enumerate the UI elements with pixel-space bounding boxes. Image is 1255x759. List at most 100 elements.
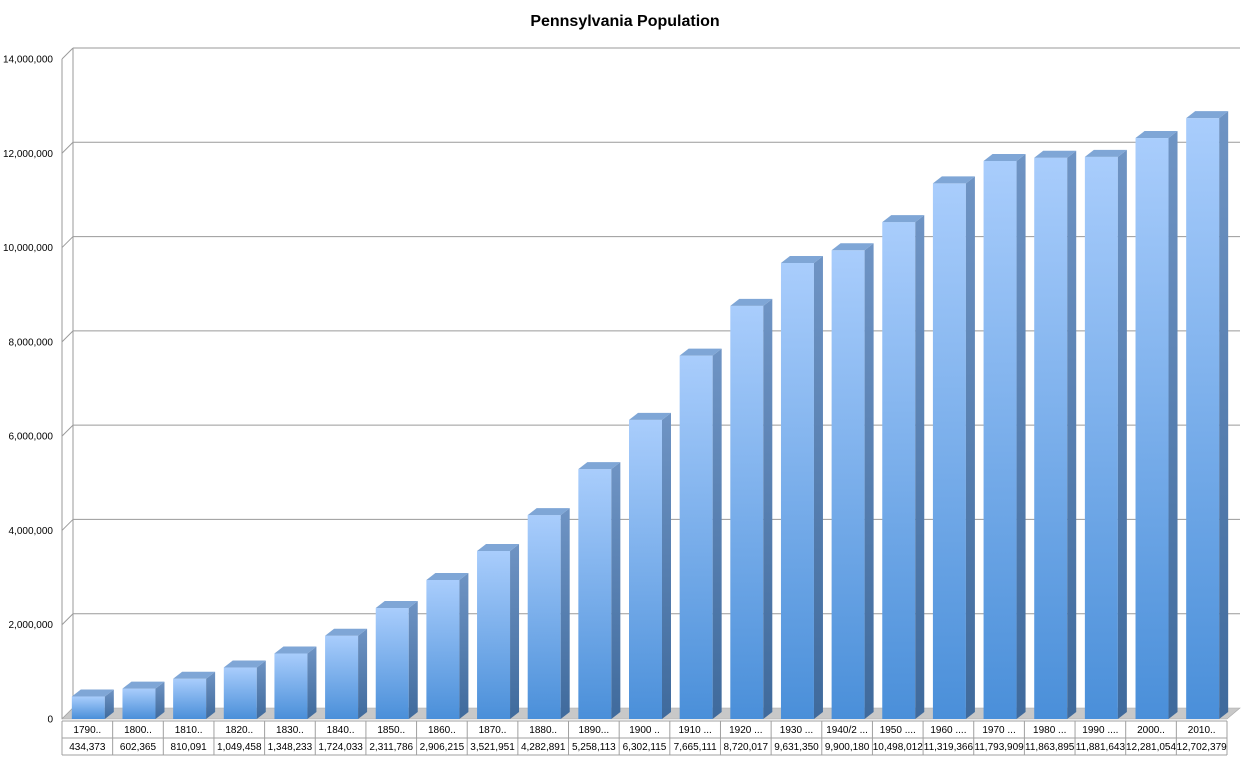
bar-top (477, 543, 520, 551)
bar (629, 412, 671, 719)
bar (325, 628, 368, 719)
bar-top (173, 671, 216, 679)
bar-front (679, 355, 713, 719)
value-label: 2,311,786 (369, 742, 413, 753)
bar (1084, 149, 1127, 719)
value-label: 1,348,233 (268, 742, 313, 753)
bar-front (325, 635, 359, 719)
category-label: 1790.. (73, 725, 101, 736)
bar-top (1084, 149, 1127, 157)
bar-front (831, 250, 865, 719)
bar (426, 572, 469, 719)
value-label: 11,319,366 (924, 742, 974, 753)
bar-front (983, 161, 1017, 719)
bar (223, 660, 266, 719)
bar-side (712, 348, 722, 719)
gridline-depth (61, 519, 74, 531)
bar-top (1186, 111, 1229, 119)
category-label: 1840.. (327, 725, 355, 736)
category-label: 1810.. (175, 725, 203, 736)
value-label: 9,900,180 (825, 742, 870, 753)
bar-front (629, 419, 662, 719)
bar (527, 508, 570, 719)
bar-top (122, 681, 165, 689)
bar (882, 215, 925, 719)
bar-top (882, 215, 925, 223)
bar-top (983, 154, 1026, 162)
bar-front (223, 667, 257, 719)
value-label: 8,720,017 (724, 742, 769, 753)
bar (679, 348, 722, 719)
bar-front (1186, 118, 1220, 719)
y-tick-label: 6,000,000 (9, 432, 54, 443)
bar-top (1034, 150, 1077, 158)
y-tick-label: 10,000,000 (3, 243, 53, 254)
bar-side (155, 681, 165, 719)
bar-top (629, 412, 671, 420)
bar (477, 543, 520, 719)
bar-front (173, 678, 207, 719)
bar-top (780, 255, 823, 263)
bar-side (1016, 154, 1026, 719)
bar-side (1219, 111, 1229, 719)
bar-side (1117, 149, 1127, 719)
category-label: 1980 ... (1033, 725, 1066, 736)
bar-top (71, 689, 114, 697)
bar (983, 154, 1026, 719)
gridline-depth (61, 236, 74, 248)
value-label: 434,373 (69, 742, 106, 753)
bar-front (1135, 138, 1169, 720)
bar-front (730, 305, 764, 719)
bar-top (223, 660, 266, 668)
bar (375, 601, 418, 719)
value-label: 10,498,012 (873, 742, 923, 753)
value-label: 11,863,895 (1025, 742, 1075, 753)
y-tick-label: 4,000,000 (9, 526, 54, 537)
value-label: 12,281,054 (1126, 742, 1176, 753)
data-table: 1790.. 434,373 1800.. 602,365 1810.. 810,091 1… (61, 720, 1228, 756)
value-label: 11,793,909 (974, 742, 1024, 753)
gridline-depth (61, 141, 74, 154)
bar (1186, 111, 1229, 719)
bar-top (679, 348, 722, 356)
y-tick-label: 0 (47, 715, 53, 726)
bar-side (1168, 131, 1178, 720)
bar (578, 462, 621, 719)
bar-front (426, 579, 460, 719)
bar-front (477, 550, 511, 719)
bar (1034, 150, 1077, 719)
category-label: 1860.. (428, 725, 456, 736)
y-tick-label: 8,000,000 (9, 337, 54, 348)
value-label: 6,302,115 (623, 742, 667, 753)
bar-front (274, 653, 308, 719)
bar-top (578, 462, 621, 470)
bar-side (864, 243, 874, 719)
bar-top (932, 176, 975, 184)
bar (730, 298, 773, 719)
value-label: 810,091 (171, 742, 208, 753)
value-label: 3,521,951 (470, 742, 515, 753)
gridline-depth (61, 424, 74, 437)
bar-side (763, 298, 773, 719)
y-axis-tick-labels: 0 2,000,000 4,000,000 6,000,000 8,000,000 10,… (3, 55, 54, 726)
bar (274, 646, 317, 719)
y-tick-label: 12,000,000 (3, 149, 53, 160)
category-label: 1830.. (276, 725, 304, 736)
bar-top (527, 508, 570, 516)
bar-side (256, 660, 266, 719)
bar-side (510, 543, 520, 719)
value-label: 602,365 (120, 742, 157, 753)
bar-side (1067, 150, 1077, 719)
chart-title: Pennsylvania Population (530, 13, 719, 30)
bar-front (932, 183, 966, 719)
bar (71, 689, 114, 719)
category-label: 1990 .... (1082, 725, 1118, 736)
bar (780, 255, 823, 720)
bar-side (813, 255, 823, 720)
category-label: 1820.. (225, 725, 253, 736)
value-label: 2,906,215 (420, 742, 465, 753)
value-label: 12,702,379 (1177, 742, 1227, 753)
value-label: 7,665,111 (674, 742, 717, 753)
bar-top (274, 646, 317, 654)
